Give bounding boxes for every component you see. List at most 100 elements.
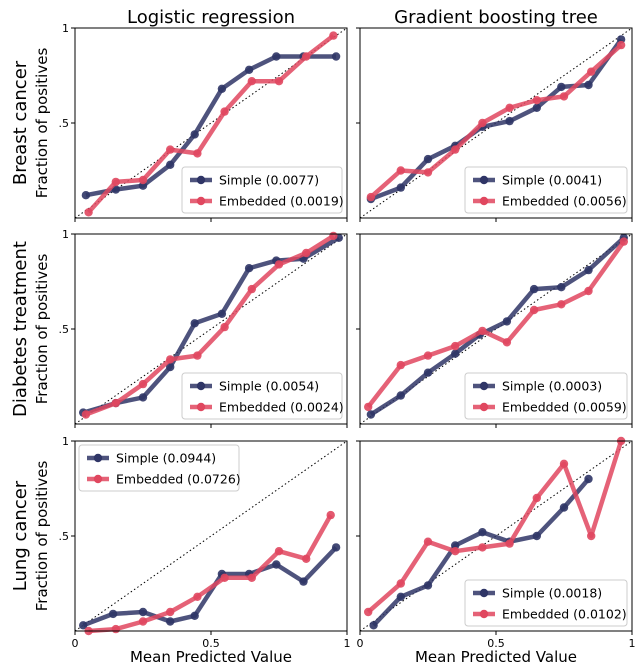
simple-data-point	[272, 52, 281, 61]
embedded-data-point	[364, 402, 373, 412]
row-title: Lung cancer	[10, 480, 31, 591]
y-tick-label: .5	[59, 323, 70, 336]
embedded-data-point	[302, 248, 311, 258]
x-axis-label: Mean Predicted Value	[130, 648, 292, 666]
embedded-data-point	[84, 208, 93, 217]
embedded-data-point	[559, 92, 569, 101]
embedded-data-point	[302, 52, 311, 61]
simple-series-line	[85, 54, 337, 198]
embedded-data-point	[329, 31, 338, 40]
legend-entry: Embedded (0.0056)	[502, 194, 627, 209]
axes-frame	[359, 440, 633, 632]
embedded-data-point	[111, 398, 121, 408]
embedded-data-point	[423, 168, 433, 177]
simple-data-point	[190, 130, 199, 139]
simple-data-point	[272, 560, 281, 569]
legend-entry: Simple (0.0003)	[502, 379, 602, 394]
simple-data-point	[584, 474, 593, 484]
embedded-data-point	[396, 360, 405, 370]
embedded-series-line	[369, 43, 623, 199]
legend-box	[181, 166, 343, 214]
legend-box	[464, 372, 628, 420]
embedded-data-point	[220, 107, 229, 116]
embedded-data-point	[619, 237, 628, 246]
legend-entry: Embedded (0.0726)	[116, 472, 241, 487]
column-title: Logistic regression	[127, 7, 295, 28]
row-title: Breast cancer	[10, 60, 31, 185]
embedded-data-point	[193, 351, 202, 360]
embedded-data-point	[247, 77, 256, 86]
embedded-data-point	[193, 149, 202, 158]
y-tick-label: 1	[62, 435, 69, 448]
x-tick-label: 0	[357, 637, 364, 650]
embedded-data-point	[451, 341, 460, 351]
embedded-data-point	[81, 410, 91, 419]
embedded-data-point	[366, 192, 376, 202]
embedded-data-point	[247, 573, 256, 582]
simple-data-point	[559, 503, 569, 512]
embedded-data-point	[451, 547, 460, 556]
subplot: .5 1 Simple (0.0054) Embedded (0.0024)	[59, 228, 348, 428]
embedded-data-point	[138, 379, 148, 389]
y-tick-label: .5	[59, 117, 70, 130]
legend-box	[78, 444, 240, 492]
y-axis-label: Fraction of positives	[33, 48, 51, 199]
legend-swatch-marker	[479, 175, 489, 185]
embedded-data-point	[423, 537, 433, 546]
x-tick-label: 1	[629, 637, 636, 650]
perfect-calibration-line	[359, 233, 633, 425]
embedded-data-point	[532, 96, 541, 105]
embedded-data-point	[532, 493, 541, 503]
simple-data-point	[478, 528, 487, 537]
legend-swatch-marker	[479, 402, 489, 412]
simple-data-point	[423, 368, 433, 377]
simple-data-point	[532, 531, 541, 541]
legend-entry: Embedded (0.0024)	[219, 400, 344, 415]
legend: Simple (0.0003) Embedded (0.0059)	[464, 372, 628, 420]
legend-swatch-marker	[196, 402, 206, 412]
simple-data-point	[244, 65, 254, 75]
subplot: Simple (0.0003) Embedded (0.0059)	[356, 233, 633, 428]
legend-swatch-marker	[479, 588, 489, 598]
legend-swatch-marker	[479, 196, 489, 206]
simple-data-point	[423, 154, 433, 164]
embedded-data-point	[111, 624, 121, 634]
simple-data-point	[505, 116, 514, 126]
legend: Simple (0.0054) Embedded (0.0024)	[181, 372, 344, 420]
embedded-data-point	[274, 77, 284, 86]
x-tick-label: 0.5	[202, 637, 220, 650]
y-tick-label: .5	[59, 530, 70, 543]
embedded-data-point	[166, 607, 175, 617]
embedded-data-point	[166, 355, 175, 364]
axes-frame	[359, 233, 633, 425]
perfect-calibration-line	[74, 440, 348, 632]
embedded-data-point	[326, 510, 335, 520]
x-tick-label: 0.5	[487, 637, 505, 650]
legend-swatch-marker	[93, 474, 103, 484]
axes-frame	[74, 440, 348, 632]
embedded-data-point	[587, 531, 596, 541]
legend-swatch-marker	[196, 196, 206, 206]
y-axis-label: Fraction of positives	[33, 254, 51, 405]
simple-data-point	[166, 617, 175, 626]
embedded-data-point	[193, 592, 202, 601]
subplot: .5 1 Simple (0.0077) Embedded (0.0019)	[59, 22, 348, 222]
legend-entry: Simple (0.0944)	[116, 451, 216, 466]
simple-data-point	[396, 183, 405, 192]
x-tick-label: 0	[72, 637, 79, 650]
embedded-data-point	[220, 573, 229, 582]
embedded-series-line	[88, 513, 333, 634]
embedded-data-point	[478, 326, 487, 336]
legend-box	[464, 579, 628, 627]
embedded-data-point	[111, 177, 121, 187]
legend-swatch-marker	[479, 609, 489, 619]
embedded-data-point	[587, 67, 596, 76]
legend-entry: Embedded (0.0059)	[502, 400, 627, 415]
simple-data-point	[81, 191, 91, 200]
embedded-data-point	[274, 547, 284, 556]
simple-data-point	[138, 393, 148, 402]
embedded-data-point	[505, 539, 514, 548]
simple-data-point	[244, 264, 254, 273]
simple-data-point	[217, 309, 227, 318]
